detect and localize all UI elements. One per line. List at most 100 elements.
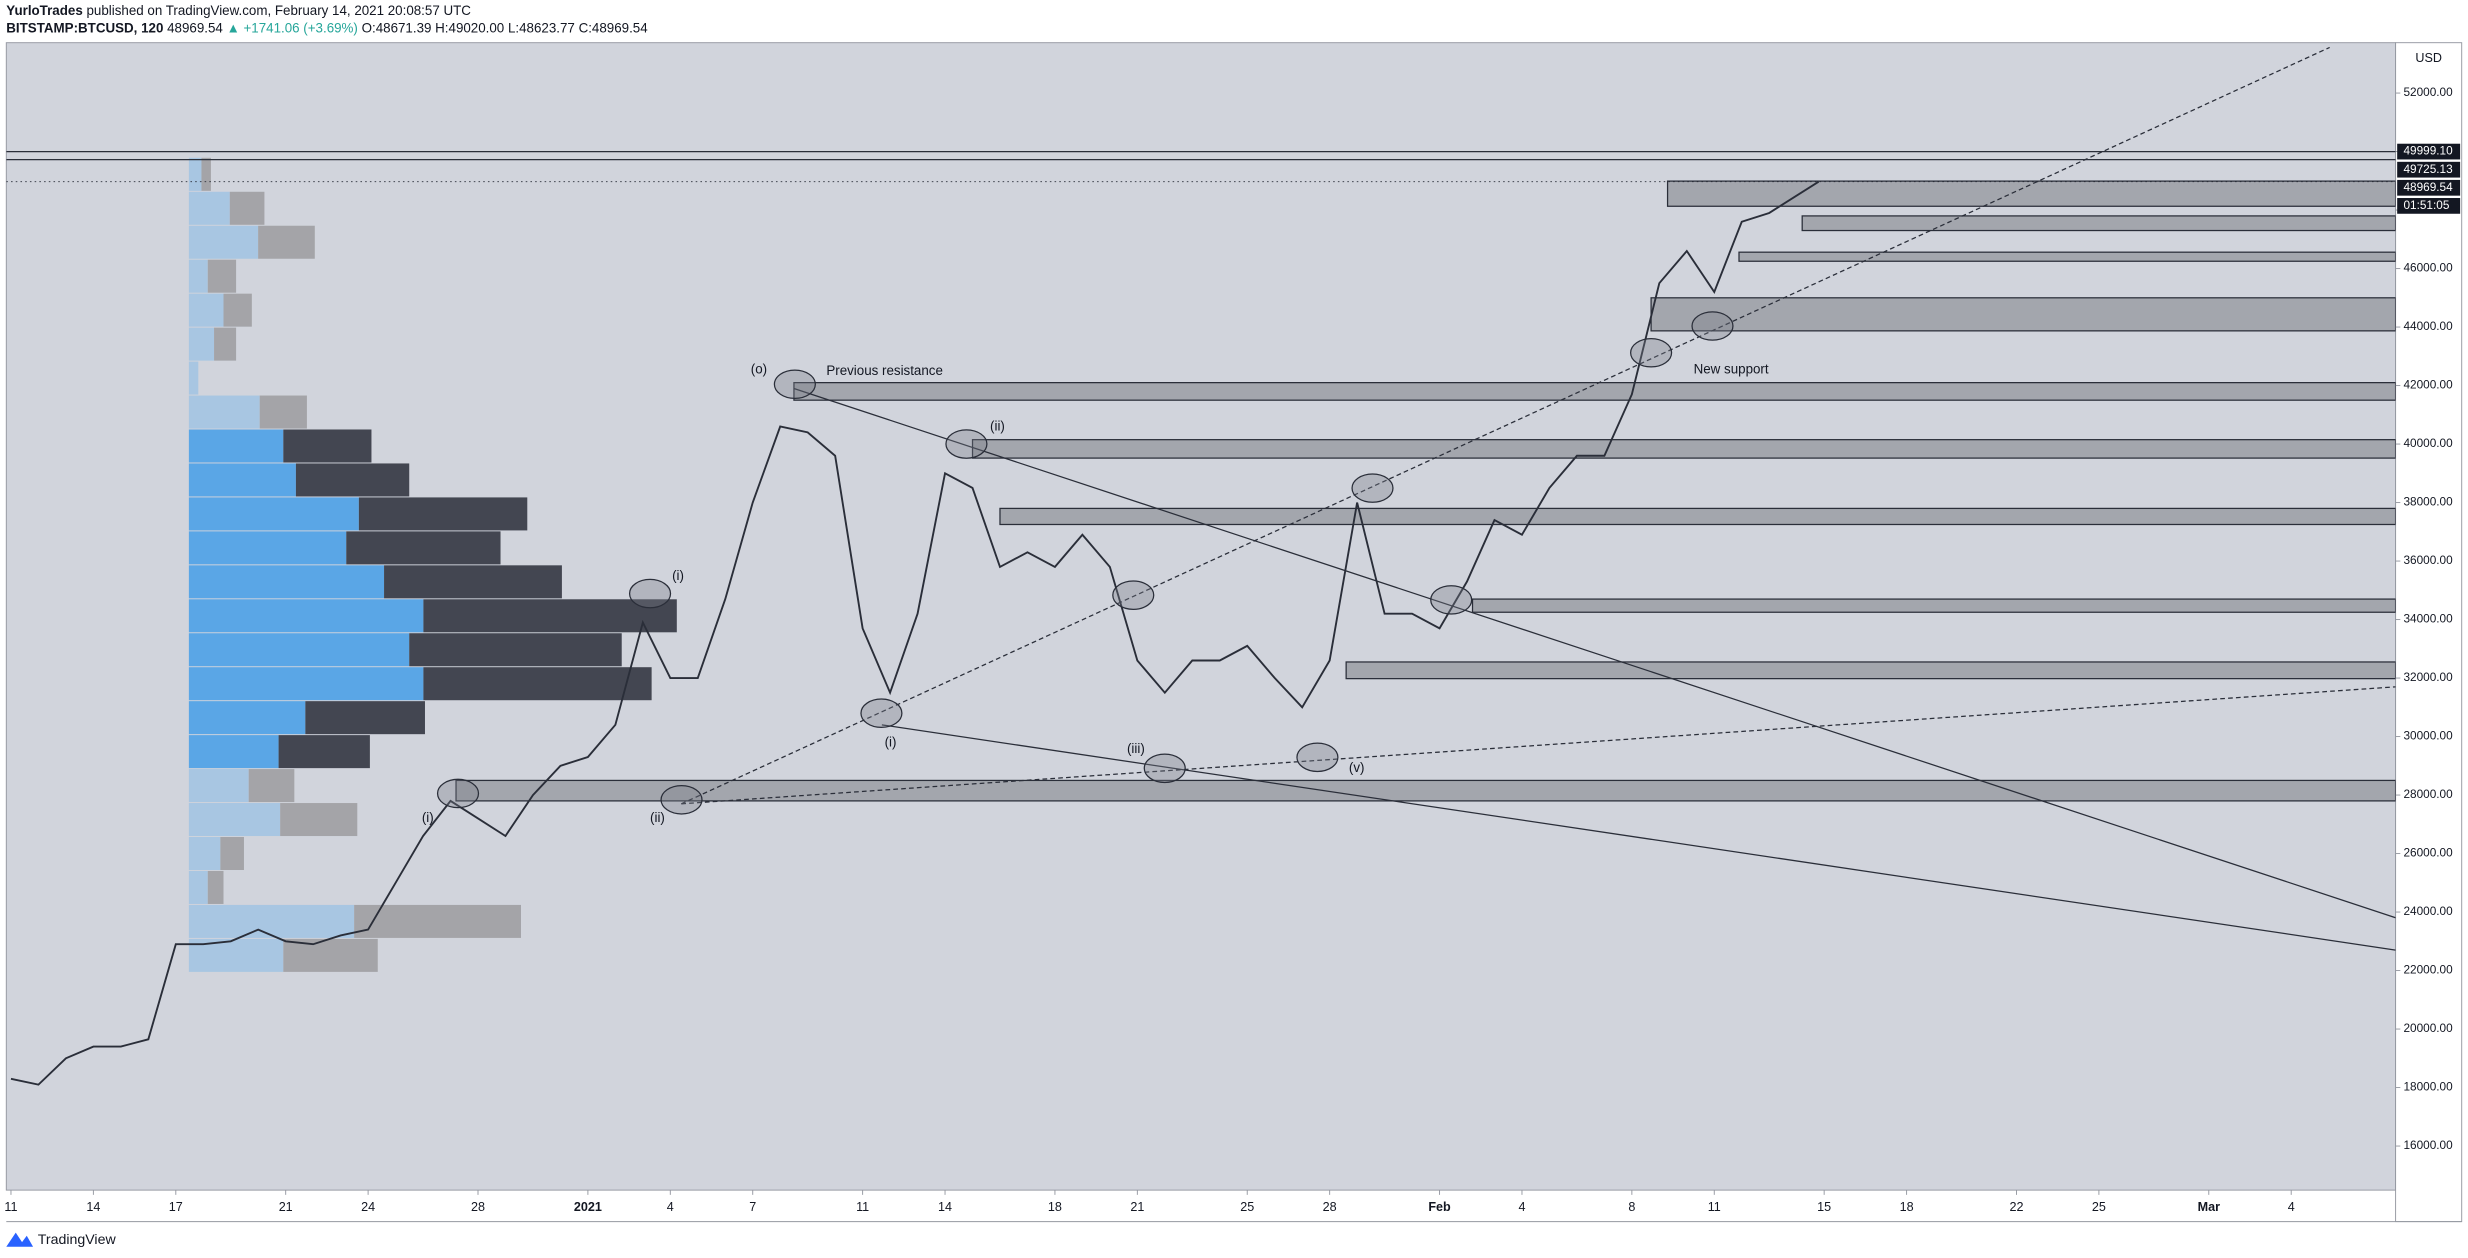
profile-up: [188, 429, 284, 463]
footer: TradingView: [6, 1232, 116, 1248]
profile-up: [188, 599, 424, 633]
open: O:48671.39: [362, 20, 432, 35]
wave-marker: [1351, 473, 1394, 503]
wave-marker: [1630, 337, 1673, 368]
y-tick-label: 22000.00: [2403, 963, 2453, 977]
header-line-2: BITSTAMP:BTCUSD, 120 48969.54 ▲ +1741.06…: [6, 20, 648, 35]
zone: [1345, 661, 2396, 680]
y-tick-label: 38000.00: [2403, 495, 2453, 509]
zone: [999, 507, 2396, 526]
profile-down: [214, 327, 237, 361]
y-tick-label: 18000.00: [2403, 1080, 2453, 1094]
y-axis-label: USD: [2415, 51, 2442, 65]
profile-up: [188, 870, 208, 904]
profile-down: [207, 259, 237, 293]
profile-down: [201, 157, 211, 191]
price-tag-label: 49725.13: [2403, 162, 2453, 176]
x-tick-label: 28: [471, 1200, 485, 1214]
y-tick-label: 30000.00: [2403, 729, 2453, 743]
profile-up: [188, 293, 224, 327]
profile-up: [188, 327, 215, 361]
x-tick-label: 8: [1628, 1200, 1635, 1214]
wave-marker: [1296, 742, 1339, 773]
x-tick-label: 4: [2288, 1200, 2295, 1214]
price-tag-label: 49999.10: [2403, 144, 2453, 158]
x-tick-label: 14: [938, 1200, 952, 1214]
y-tick-label: 24000.00: [2403, 904, 2453, 918]
price-tag-label: 48969.54: [2403, 180, 2453, 194]
x-tick-label: 21: [279, 1200, 293, 1214]
close: C:48969.54: [579, 20, 649, 35]
wave-marker: [773, 369, 816, 400]
annotation: (o): [751, 362, 767, 377]
header-line-1: YurloTrades published on TradingView.com…: [6, 3, 471, 18]
x-tick-label: 28: [1323, 1200, 1337, 1214]
zone: [1666, 180, 2396, 207]
annotation: (i): [885, 735, 897, 750]
annotation: (ii): [650, 810, 665, 825]
annotation: New support: [1694, 362, 1769, 377]
x-tick-label: 18: [1048, 1200, 1062, 1214]
profile-down: [223, 293, 252, 327]
profile-up: [188, 735, 279, 769]
wave-marker: [1112, 580, 1155, 610]
axes: 16000.00 18000.00 20000.00 22000.00 24000.00…: [4, 85, 2461, 1214]
footer-text: TradingView: [38, 1232, 117, 1248]
logo: [6, 1232, 34, 1247]
trendline: [793, 387, 2396, 919]
x-tick-label: 4: [1518, 1200, 1525, 1214]
wave-marker: [945, 429, 988, 459]
zone: [455, 779, 2396, 802]
x-tick-label: 18: [1900, 1200, 1914, 1214]
annotation: (ii): [990, 418, 1005, 433]
profile-up: [188, 497, 359, 531]
x-tick-label: 17: [169, 1200, 183, 1214]
x-tick-label: 7: [749, 1200, 756, 1214]
y-tick-label: 42000.00: [2403, 378, 2453, 392]
profile-up: [188, 395, 260, 429]
wave-marker: [1691, 311, 1734, 341]
zone: [971, 439, 2396, 459]
annotation: (i): [422, 810, 434, 825]
zone: [1801, 215, 2396, 232]
profile-up: [188, 191, 230, 225]
published: published on TradingView.com, February 1…: [86, 3, 471, 18]
profile-up: [188, 361, 199, 395]
y-tick-label: 36000.00: [2403, 553, 2453, 567]
price-tag: [2397, 161, 2461, 178]
annotation: (v): [1349, 760, 1365, 775]
x-tick-label: Mar: [2198, 1200, 2220, 1214]
annotation: Previous resistance: [826, 363, 943, 378]
profile-down: [384, 565, 562, 599]
zone: [1650, 297, 2396, 332]
x-tick-label: 25: [2092, 1200, 2106, 1214]
profile-up: [188, 259, 208, 293]
profile-up: [188, 531, 347, 565]
y-tick-label: 40000.00: [2403, 436, 2453, 450]
profile-down: [283, 429, 372, 463]
symbol: BITSTAMP:BTCUSD, 120: [6, 20, 163, 35]
annotation: (iii): [1127, 741, 1145, 756]
x-tick-label: 22: [2009, 1200, 2023, 1214]
y-tick-label: 46000.00: [2403, 261, 2453, 275]
y-tick-label: 20000.00: [2403, 1021, 2453, 1035]
profile-down: [280, 803, 358, 837]
profile-down: [283, 938, 378, 972]
plot: Previous resistance New support (o) (i) (ii)…: [6, 46, 2396, 1086]
y-tick-label: 52000.00: [2403, 85, 2453, 99]
profile-down: [305, 701, 425, 735]
profile-up: [188, 667, 424, 701]
price-tag: [2397, 179, 2461, 196]
countdown-tag: [2397, 198, 2461, 214]
x-tick-label: Feb: [1428, 1200, 1451, 1214]
wave-marker: [1143, 753, 1186, 784]
profile-down: [346, 531, 501, 565]
profile-up: [188, 803, 281, 837]
low: L:48623.77: [508, 20, 575, 35]
x-tick-label: 11: [4, 1200, 17, 1214]
countdown: 01:51:05: [2403, 198, 2449, 212]
trendline: [681, 686, 2396, 805]
profile-down: [278, 735, 370, 769]
